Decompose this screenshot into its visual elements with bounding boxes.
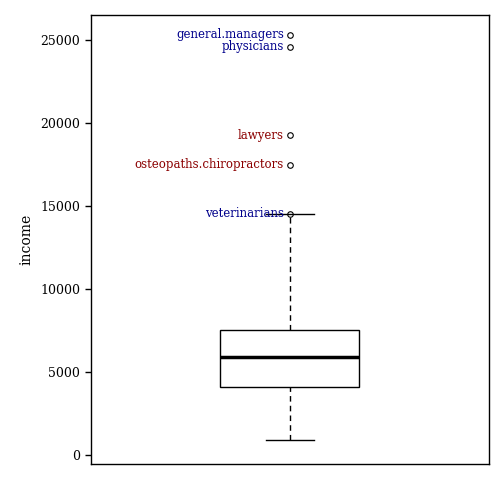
Text: physicians: physicians	[221, 40, 284, 53]
Text: general.managers: general.managers	[176, 28, 284, 41]
Y-axis label: income: income	[19, 214, 33, 265]
Bar	[220, 330, 359, 387]
Text: lawyers: lawyers	[238, 129, 284, 142]
Text: veterinarians: veterinarians	[205, 207, 284, 220]
Text: osteopaths.chiropractors: osteopaths.chiropractors	[135, 158, 284, 171]
